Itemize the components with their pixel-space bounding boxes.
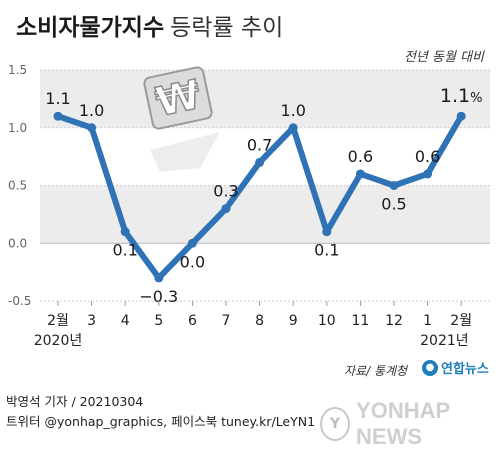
- y-tick-label: -0.5: [8, 294, 31, 308]
- data-label: 0.5: [381, 195, 406, 214]
- data-point: [187, 238, 197, 248]
- data-label: 0.7: [247, 135, 272, 154]
- title-bold: 소비자물가지수: [16, 15, 165, 41]
- x-tick-label: 1: [423, 313, 432, 329]
- data-point: [120, 227, 130, 237]
- data-point: [423, 169, 433, 179]
- x-tick-label: 2월: [47, 313, 69, 329]
- y-tick-label: 0.5: [8, 179, 27, 193]
- y-axis-ticks: 1.5 1.0 0.5 0.0 -0.5: [8, 63, 31, 308]
- data-point: [221, 204, 231, 214]
- svg-text:₩: ₩: [152, 72, 205, 126]
- x-tick-label: 5: [154, 313, 163, 329]
- data-label: 0.0: [180, 252, 205, 271]
- data-point: [288, 123, 298, 133]
- yonhap-logo-icon: ●: [422, 359, 438, 376]
- shaded-band: [40, 70, 490, 128]
- x-tick-label: 6: [188, 313, 197, 329]
- brand-label: 연합뉴스: [441, 362, 489, 377]
- data-label: 0.6: [415, 147, 440, 166]
- data-point: [389, 181, 399, 190]
- won-coin-icon: ₩: [143, 66, 220, 172]
- background-bands: [40, 70, 490, 244]
- chart-title: 소비자물가지수 등락률 추이: [16, 8, 283, 44]
- data-label: 1.1: [45, 89, 70, 108]
- year-label: 2020년: [34, 333, 83, 349]
- data-label: 0.1: [314, 241, 339, 260]
- gridlines: [40, 69, 490, 302]
- source-label: 자료/ 통계청: [344, 364, 408, 378]
- data-point: [53, 111, 63, 121]
- line-chart: ₩ 1.51.00.50.0-0.5 1.11.00.1−0.30.00.30.…: [8, 63, 490, 349]
- year-label: 2021년: [420, 333, 469, 349]
- data-label: 0.3: [213, 182, 238, 201]
- x-tick-label: 12: [385, 313, 403, 329]
- x-tick-label: 7: [222, 313, 231, 329]
- data-label: 0.1: [112, 241, 137, 260]
- data-point: [355, 169, 365, 179]
- footer-credits: 박영석 기자 / 20210304 트위터 @yonhap_graphics, …: [6, 392, 315, 432]
- x-axis-ticks: 2월 3 4 5 6 7 8 9 10 11 12 1 2월 2020년 2021년: [34, 301, 472, 349]
- x-tick-label: 10: [318, 313, 336, 329]
- sns-links: 트위터 @yonhap_graphics, 페이스북 tuney.kr/LeYN…: [6, 414, 316, 429]
- series-line: 1.1 1.0 0.1 −0.30.0 0.3 0.7 1.0 0.1 0.6 0.5 0.6 1.1…: [45, 85, 482, 306]
- data-label: 1.0: [280, 101, 305, 120]
- y-tick-label: 1.5: [8, 63, 27, 77]
- watermark: Y YONHAP NEWS: [320, 398, 500, 450]
- brand-logo: ● 연합뉴스: [422, 358, 489, 377]
- x-tick-label: 2월: [450, 313, 472, 329]
- x-tick-label: 9: [289, 313, 298, 329]
- data-label: 1.0: [79, 101, 104, 120]
- data-label: −0.3: [139, 287, 178, 306]
- data-point: [456, 111, 466, 121]
- title-light: 등락률 추이: [170, 15, 284, 41]
- byline: 박영석 기자 / 20210304: [6, 394, 144, 409]
- watermark-mark: Y: [320, 407, 351, 441]
- data-label-unit: %: [470, 91, 482, 106]
- x-tick-label: 8: [255, 313, 264, 329]
- x-tick-label: 3: [87, 313, 96, 329]
- data-point: [322, 227, 332, 237]
- watermark-text: YONHAP NEWS: [356, 398, 450, 449]
- chart-subtitle: 전년 동월 대비: [403, 50, 484, 65]
- data-point: [154, 273, 164, 283]
- y-tick-label: 0.0: [8, 236, 27, 250]
- data-label: 1.1%: [440, 85, 483, 107]
- data-label: 0.6: [348, 147, 373, 166]
- shaded-band: [40, 185, 490, 244]
- x-tick-label: 4: [121, 313, 130, 329]
- x-tick-label: 11: [351, 313, 369, 329]
- y-tick-label: 1.0: [8, 121, 27, 135]
- data-point: [255, 157, 265, 167]
- data-point: [87, 123, 97, 133]
